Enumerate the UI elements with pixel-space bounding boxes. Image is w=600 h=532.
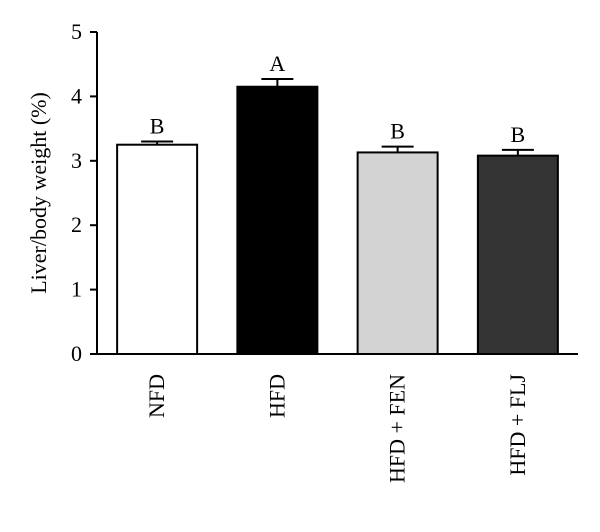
bar-1 bbox=[236, 85, 319, 356]
y-tick-label: 4 bbox=[71, 83, 82, 108]
y-tick-label: 1 bbox=[71, 277, 82, 302]
bar-0 bbox=[116, 143, 199, 355]
bar-2 bbox=[356, 151, 439, 355]
category-label-2: HFD + FEN bbox=[385, 374, 410, 483]
significance-label-2: B bbox=[390, 119, 405, 144]
y-axis-ticks: 0 1 2 3 4 5 bbox=[71, 19, 97, 366]
error-bars-group bbox=[141, 78, 534, 156]
bar-3 bbox=[476, 154, 559, 355]
y-tick-label: 2 bbox=[71, 212, 82, 237]
significance-label-0: B bbox=[150, 113, 165, 138]
category-label-1: HFD bbox=[264, 374, 289, 418]
y-tick-label: 0 bbox=[71, 341, 82, 366]
bars-group bbox=[116, 85, 559, 356]
significance-label-1: A bbox=[269, 51, 285, 76]
category-labels-group: NFD HFD HFD + FEN HFD + FLJ bbox=[144, 374, 530, 483]
category-label-3: HFD + FLJ bbox=[505, 374, 530, 476]
category-label-0: NFD bbox=[144, 374, 169, 418]
significance-labels-group: B A B B bbox=[150, 51, 525, 147]
significance-label-3: B bbox=[511, 122, 526, 147]
y-axis-title: Liver/body weight (%) bbox=[26, 92, 51, 294]
y-tick-label: 5 bbox=[71, 19, 82, 44]
y-tick-label: 3 bbox=[71, 148, 82, 173]
